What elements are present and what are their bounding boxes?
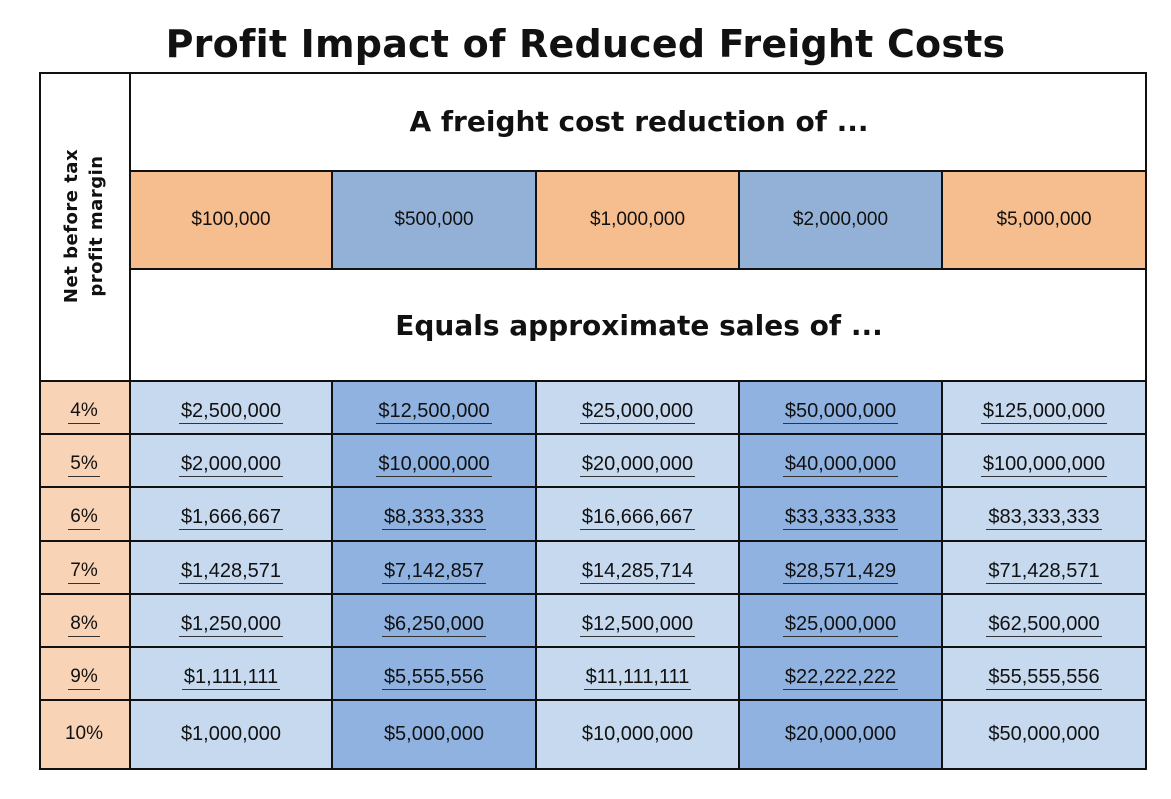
margin-text: 9%	[68, 666, 100, 690]
sales-value-cell: $20,000,000	[537, 435, 740, 488]
sales-value-cell: $6,250,000	[333, 595, 537, 648]
sales-value-cell: $22,222,222	[740, 648, 943, 701]
sales-value-cell: $1,250,000	[131, 595, 333, 648]
sales-value: $100,000,000	[980, 452, 1108, 477]
sales-value-cell: $8,333,333	[333, 488, 537, 542]
sales-value: $55,555,556	[986, 665, 1102, 690]
sales-value: $20,000,000	[579, 452, 696, 477]
sales-value: $125,000,000	[980, 399, 1108, 424]
sales-value: $16,666,667	[579, 506, 696, 530]
sales-value-cell: $83,333,333	[943, 488, 1147, 542]
sales-value: $40,000,000	[782, 452, 899, 477]
margin-text: 5%	[68, 453, 100, 477]
margin-label: 8%	[39, 595, 131, 648]
sales-value: $1,666,667	[178, 506, 284, 530]
sales-value: $50,000,000	[988, 723, 1100, 745]
sales-value: $12,500,000	[376, 399, 492, 424]
sales-value: $2,500,000	[178, 399, 284, 424]
sales-value: $83,333,333	[986, 506, 1102, 530]
margin-text: 4%	[68, 400, 100, 424]
sales-value: $62,500,000	[986, 612, 1102, 637]
sales-value-cell: $100,000,000	[943, 435, 1147, 488]
sales-value-cell: $40,000,000	[740, 435, 943, 488]
sales-value-cell: $25,000,000	[740, 595, 943, 648]
margin-label: 5%	[39, 435, 131, 488]
sales-value-cell: $7,142,857	[333, 542, 537, 595]
sales-value: $20,000,000	[784, 723, 897, 745]
sales-value: $6,250,000	[381, 612, 487, 637]
column-header: $100,000	[131, 172, 333, 270]
sales-value: $33,333,333	[782, 506, 899, 530]
sales-value: $25,000,000	[579, 399, 696, 424]
sales-value-cell: $71,428,571	[943, 542, 1147, 595]
margin-label: 9%	[39, 648, 131, 701]
sales-value: $14,285,714	[579, 559, 696, 584]
sales-value: $50,000,000	[782, 399, 899, 424]
sales-header: Equals approximate sales of ...	[131, 270, 1147, 382]
sales-value-cell: $14,285,714	[537, 542, 740, 595]
column-header: $2,000,000	[740, 172, 943, 270]
sales-value-cell: $55,555,556	[943, 648, 1147, 701]
sales-value: $7,142,857	[381, 559, 487, 584]
freight-reduction-header: A freight cost reduction of ...	[131, 72, 1147, 172]
sales-value-cell: $62,500,000	[943, 595, 1147, 648]
sales-value: $5,000,000	[383, 723, 485, 745]
sales-value-cell: $16,666,667	[537, 488, 740, 542]
sales-value: $1,250,000	[178, 612, 284, 637]
margin-text: 6%	[68, 506, 100, 530]
sales-value-cell: $11,111,111	[537, 648, 740, 701]
sales-value-cell: $12,500,000	[537, 595, 740, 648]
margin-text: 10%	[64, 723, 104, 744]
sales-value: $25,000,000	[782, 612, 899, 637]
side-header: Net before tax profit margin	[39, 72, 131, 382]
sales-value-cell: $5,555,556	[333, 648, 537, 701]
sales-value: $22,222,222	[782, 665, 899, 690]
sales-value: $5,555,556	[381, 665, 487, 690]
sales-value-cell: $10,000,000	[537, 701, 740, 770]
sales-value-cell: $25,000,000	[537, 382, 740, 435]
column-header: $1,000,000	[537, 172, 740, 270]
sales-value-cell: $1,111,111	[131, 648, 333, 701]
page-title: Profit Impact of Reduced Freight Costs	[165, 22, 1006, 66]
margin-text: 7%	[68, 560, 100, 584]
sales-value: $71,428,571	[986, 559, 1102, 584]
sales-value-cell: $12,500,000	[333, 382, 537, 435]
sales-value: $1,000,000	[180, 723, 282, 745]
sales-value: $2,000,000	[178, 452, 284, 477]
sales-value-cell: $20,000,000	[740, 701, 943, 770]
sales-value: $10,000,000	[581, 723, 694, 745]
sales-value-cell: $1,666,667	[131, 488, 333, 542]
sales-value: $11,111,111	[583, 665, 692, 690]
sales-value-cell: $10,000,000	[333, 435, 537, 488]
column-header: $5,000,000	[943, 172, 1147, 270]
margin-label: 7%	[39, 542, 131, 595]
sales-value: $1,428,571	[178, 559, 284, 584]
margin-label: 6%	[39, 488, 131, 542]
sales-value: $10,000,000	[376, 452, 492, 477]
sales-value-cell: $33,333,333	[740, 488, 943, 542]
sales-value-cell: $28,571,429	[740, 542, 943, 595]
sales-value: $8,333,333	[381, 506, 487, 530]
sales-value-cell: $1,428,571	[131, 542, 333, 595]
sales-value: $12,500,000	[579, 612, 696, 637]
sales-value-cell: $2,500,000	[131, 382, 333, 435]
sales-value-cell: $50,000,000	[740, 382, 943, 435]
sales-value: $1,111,111	[181, 665, 281, 690]
sales-value-cell: $2,000,000	[131, 435, 333, 488]
table-frame	[39, 72, 1147, 770]
sales-value-cell: $5,000,000	[333, 701, 537, 770]
column-header: $500,000	[333, 172, 537, 270]
sales-value: $28,571,429	[782, 559, 899, 584]
margin-label: 4%	[39, 382, 131, 435]
margin-text: 8%	[68, 613, 100, 637]
